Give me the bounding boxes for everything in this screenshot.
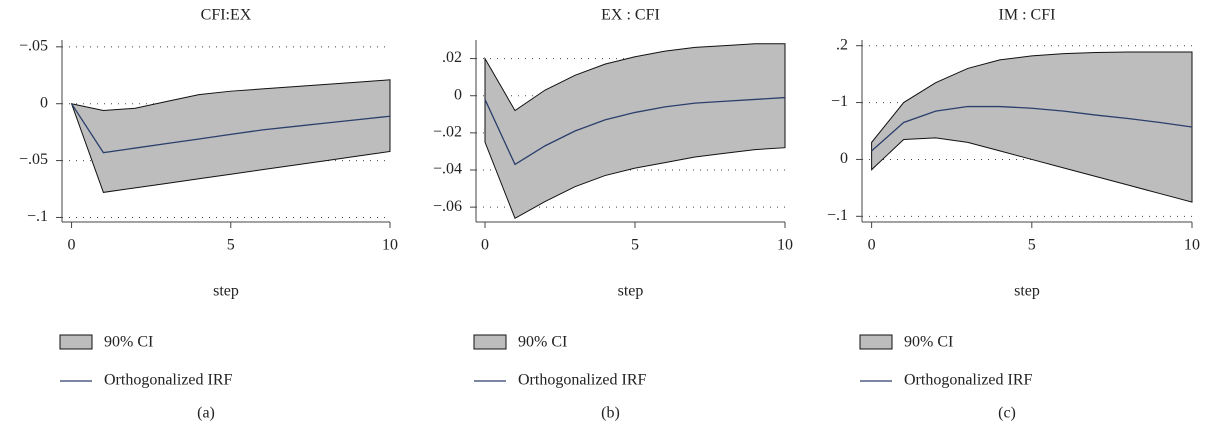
x-tick-label: 5: [631, 237, 639, 254]
x-axis-label: step: [618, 283, 644, 300]
y-tick-label: .2: [836, 36, 848, 53]
y-tick-label: −.05: [19, 151, 48, 168]
x-tick-label: 10: [382, 237, 398, 254]
chart-title: IM : CFI: [999, 7, 1056, 24]
y-tick-label: −1: [831, 93, 848, 110]
x-tick-label: 10: [1184, 237, 1200, 254]
x-tick-label: 0: [868, 237, 876, 254]
chart-title: CFI:EX: [201, 7, 252, 24]
x-tick-label: 0: [481, 237, 489, 254]
caption: (c): [998, 405, 1016, 422]
chart-title: EX : CFI: [601, 7, 660, 24]
y-tick-label: −.1: [827, 207, 848, 224]
ci-band: [484, 43, 786, 220]
y-tick-label: −.05: [19, 37, 48, 54]
x-tick-label: 5: [1028, 237, 1036, 254]
irf-line: [871, 105, 1193, 152]
y-tick-label: −.04: [433, 161, 462, 178]
legend-label: 90% CI: [518, 334, 567, 351]
legend-swatch: [859, 334, 893, 350]
legend-swatch: [59, 334, 93, 350]
y-tick-label: 0: [40, 94, 48, 111]
ci-band: [871, 51, 1193, 203]
irf-line: [484, 96, 786, 166]
x-tick-label: 0: [68, 237, 76, 254]
y-tick-label: −.1: [27, 208, 48, 225]
caption: (b): [601, 405, 620, 422]
x-tick-label: 10: [777, 237, 793, 254]
y-tick-label: −.06: [433, 198, 462, 215]
x-tick-label: 5: [227, 237, 235, 254]
y-tick-label: 0: [840, 150, 848, 167]
legend-label: Orthogonalized IRF: [104, 372, 233, 389]
ci-band: [70, 79, 391, 193]
legend-swatch: [473, 334, 507, 350]
legend-label: 90% CI: [104, 334, 153, 351]
y-tick-label: 0: [454, 86, 462, 103]
x-axis-label: step: [213, 283, 239, 300]
legend-label: Orthogonalized IRF: [904, 372, 1033, 389]
y-tick-label: −.02: [433, 124, 462, 141]
caption: (a): [197, 405, 215, 422]
x-axis-label: step: [1014, 283, 1040, 300]
y-tick-label: .02: [442, 49, 462, 66]
irf-line: [71, 103, 391, 154]
legend-label: 90% CI: [904, 334, 953, 351]
legend-label: Orthogonalized IRF: [518, 372, 647, 389]
